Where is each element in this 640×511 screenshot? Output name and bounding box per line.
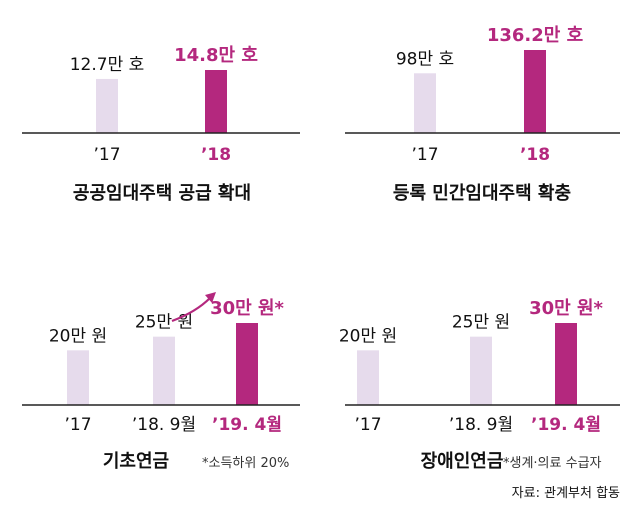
data-label: 12.7만 호	[70, 55, 145, 75]
data-label: 25만 원	[452, 313, 510, 333]
bar	[470, 336, 492, 405]
data-label: 20만 원	[339, 326, 397, 346]
chart-panel-1: 12.7만 호 ’17 14.8만 호 ’18 공공임대주택 공급 확대	[22, 45, 300, 204]
data-label: 30만 원*	[210, 298, 284, 319]
growth-arrow	[171, 292, 216, 323]
chart-title: 공공임대주택 공급 확대	[73, 183, 251, 204]
chart-title: 장애인연금	[421, 451, 504, 472]
bar	[153, 336, 175, 405]
chart-panel-2: 98만 호 ’17 136.2만 호 ’18 등록 민간임대주택 확충	[345, 25, 620, 204]
bar	[555, 323, 577, 405]
footnote: *생계·의료 수급자	[503, 456, 602, 471]
chart-title: 등록 민간임대주택 확충	[393, 183, 571, 204]
bar	[357, 350, 379, 405]
source-note: 자료: 관계부처 합동	[512, 486, 620, 501]
bar	[96, 78, 118, 133]
tick-label: ’19. 4월	[531, 415, 601, 435]
bar	[524, 50, 546, 133]
tick-label: ’18. 9월	[449, 415, 513, 435]
tick-label: ’18	[520, 145, 550, 165]
data-label: 14.8만 호	[174, 45, 258, 66]
arrow-head	[205, 292, 216, 303]
tick-label: ’17	[411, 145, 438, 165]
tick-label: ’17	[354, 415, 381, 435]
bar	[236, 323, 258, 405]
data-label: 20만 원	[49, 326, 107, 346]
data-label: 30만 원*	[529, 298, 603, 319]
bar	[67, 350, 89, 405]
bar	[414, 73, 436, 133]
bar	[205, 70, 227, 133]
data-label: 98만 호	[396, 49, 454, 69]
tick-label: ’18	[201, 145, 231, 165]
tick-label: ’18. 9월	[132, 415, 196, 435]
chart-title: 기초연금	[103, 451, 169, 472]
footnote: *소득하위 20%	[202, 456, 289, 471]
tick-label: ’17	[93, 145, 120, 165]
data-label: 136.2만 호	[487, 25, 583, 46]
arrow-shaft	[171, 297, 211, 323]
tick-label: ’19. 4월	[212, 415, 282, 435]
tick-label: ’17	[64, 415, 91, 435]
